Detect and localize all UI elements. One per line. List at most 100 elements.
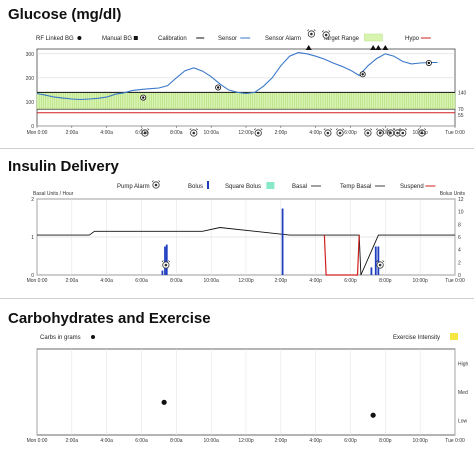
glucose-legend-label-4: Sensor Alarm (265, 36, 301, 42)
legend-target-symbol (364, 33, 383, 42)
insulin-x-tick-label: Tue 0:00 (445, 278, 465, 284)
exercise-legend-symbol (450, 333, 458, 340)
glucose-plot-frame (36, 48, 456, 127)
carbs-point-0 (161, 399, 167, 405)
glucose-alarm-icon-bottom-6 (375, 128, 385, 137)
bolus-bar-3 (281, 208, 284, 275)
carbs-x-tick-label: 6:00p (344, 438, 357, 444)
glucose-alarm-icon-bottom-6-bells (375, 128, 385, 131)
sensor-alarm-marker-0 (305, 45, 312, 50)
glucose-alarm-icon-bottom-0 (140, 128, 150, 137)
legend-alarm-icon-core (310, 32, 313, 36)
insulin-x-tick-label: 6:00p (344, 278, 357, 284)
pump-alarm-icon-1-core (378, 263, 382, 267)
carbs-chart: Carbs in grams Exercise Intensity High Med… (27, 333, 469, 444)
exercise-tick-label: Low (458, 419, 468, 425)
pump-alarm-icon-1 (375, 260, 385, 269)
bolus-bar-1 (164, 246, 166, 275)
insulin-right-tick-label: 12 (458, 197, 464, 203)
glucose-legend-label-1: Manual BG (102, 36, 132, 42)
insulin-x-tick-label: Mon 0:00 (27, 278, 48, 284)
glucose-alarm-icon-bottom-9 (398, 128, 407, 137)
insulin-x-tick-label: 8:00p (379, 278, 392, 284)
carbs-x-tick-label: 2:00a (66, 438, 79, 444)
basal-axis-label: Basal Units / Hour (33, 191, 74, 197)
carbs-x-tick-label: 4:00p (309, 438, 322, 444)
glucose-chart: RF Linked BG Manual BG Calibration Sensor Se… (26, 29, 467, 137)
carbs-panel-title: Carbohydrates and Exercise (8, 310, 211, 327)
glucose-right-tick-label: 70 (458, 107, 464, 113)
insulin-x-tick-label: 6:00a (135, 278, 148, 284)
suspend-line (323, 235, 360, 276)
divider-1 (0, 148, 474, 149)
bolus-bar-2 (165, 244, 168, 275)
glucose-alarm-icon-bottom-4 (335, 128, 345, 137)
insulin-right-tick-label: 6 (458, 235, 461, 241)
insulin-x-tick-label: 4:00p (309, 278, 322, 284)
glucose-x-tick-label: 12:00p (238, 130, 254, 136)
carbs-x-tick-label: 8:00a (170, 438, 183, 444)
glucose-y-tick-label: 300 (26, 52, 35, 58)
glucose-alarm-icon-bottom-10-bells (417, 128, 427, 131)
glucose-x-tick-label: 10:00a (204, 130, 220, 136)
legend-pump-alarm-icon (151, 180, 161, 189)
glucose-alarm-icon-bottom-9-core (401, 131, 405, 135)
bg-reading-dot-2 (361, 73, 364, 76)
insulin-legend-label-1: Bolus (188, 184, 203, 190)
bolus-bar-0 (161, 270, 164, 275)
insulin-legend-label-2: Square Bolus (225, 184, 261, 190)
carbs-legend: Carbs in grams Exercise Intensity (40, 333, 458, 341)
glucose-alarm-icon-bottom-6-core (378, 131, 382, 135)
pump-alarm-icon-1-bells (375, 260, 385, 263)
carbs-point-1 (370, 412, 376, 418)
sensor-alarm-marker-3 (382, 45, 389, 50)
carbs-legend-label: Carbs in grams (40, 335, 81, 341)
pump-alarm-icon-0-bells (161, 260, 171, 263)
insulin-left-tick-label: 2 (31, 197, 34, 203)
sensor-alarm-marker-1 (370, 45, 377, 50)
sensor-alarm-icon-top-0-core (324, 33, 328, 37)
glucose-alarm-icon-bottom-3-core (326, 131, 330, 135)
glucose-alarm-icon-bottom-1-bells (189, 128, 198, 131)
pump-alarm-icon-0 (161, 260, 171, 269)
sensor-alarm-marker-2 (375, 45, 382, 50)
insulin-right-tick-label: 10 (458, 210, 464, 216)
glucose-legend-label-3: Sensor (218, 36, 237, 42)
glucose-legend-label-5: Target Range (323, 36, 360, 42)
carbs-x-tick-label: 8:00p (379, 438, 392, 444)
carbs-x-tick-label: 10:00a (204, 438, 220, 444)
glucose-x-tick-label: 2:00a (66, 130, 79, 136)
glucose-x-tick-label: 10:00p (413, 130, 429, 136)
glucose-legend: RF Linked BG Manual BG Calibration Sensor Se… (36, 29, 431, 42)
carbs-x-tick-label: 4:00a (100, 438, 113, 444)
glucose-alarm-icon-bottom-3-bells (323, 128, 333, 131)
insulin-legend: Pump Alarm Bolus Square Bolus Basal Temp Bas… (117, 180, 436, 190)
glucose-x-tick-label: 4:00p (309, 130, 322, 136)
carbs-x-tick-label: 12:00p (238, 438, 254, 444)
bolus-bar-6 (377, 246, 380, 275)
carbs-plot-area: High Med Low Mon 0:00 2:00a 4:00a 6:00a 8:00a 10… (27, 348, 469, 444)
bg-reading-dot-3 (427, 61, 431, 65)
glucose-alarm-icon-bottom-7-core (389, 131, 392, 135)
carbs-x-tick-label: 2:00p (275, 438, 288, 444)
glucose-legend-label-2: Calibration (158, 36, 187, 42)
legend-square-symbol (133, 36, 138, 40)
carbs-x-tick-label: Tue 0:00 (445, 438, 465, 444)
glucose-right-tick-label: 55 (458, 113, 464, 119)
glucose-alarm-icon-bottom-10-core (420, 131, 424, 135)
glucose-legend-label-6: Hypo (405, 36, 420, 42)
legend-alarm-icon (307, 29, 316, 38)
glucose-alarm-icon-bottom-1 (189, 128, 198, 137)
glucose-x-tick-label: Mon 0:00 (27, 130, 48, 136)
glucose-y-tick-label: 200 (26, 76, 35, 82)
insulin-right-tick-label: 0 (458, 273, 461, 279)
pump-alarm-icon-0-core (164, 263, 168, 267)
insulin-right-tick-label: 4 (458, 248, 461, 254)
glucose-alarm-icon-bottom-9-bells (398, 128, 407, 131)
insulin-x-tick-label: 8:00a (170, 278, 183, 284)
insulin-x-tick-label: 4:00a (100, 278, 113, 284)
glucose-alarm-icon-bottom-2-bells (253, 128, 263, 131)
sensor-alarm-icon-top-0-bells (321, 30, 331, 33)
glucose-right-tick-label: 140 (458, 90, 467, 96)
